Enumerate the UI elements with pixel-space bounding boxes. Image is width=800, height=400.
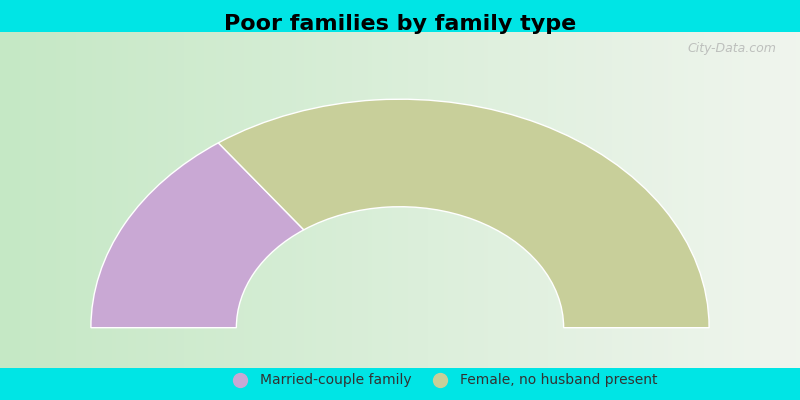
Text: City-Data.com: City-Data.com [687,42,776,55]
Text: Married-couple family: Married-couple family [260,373,412,387]
Wedge shape [91,143,304,328]
Wedge shape [218,99,709,328]
Text: Poor families by family type: Poor families by family type [224,14,576,34]
Text: Female, no husband present: Female, no husband present [460,373,658,387]
